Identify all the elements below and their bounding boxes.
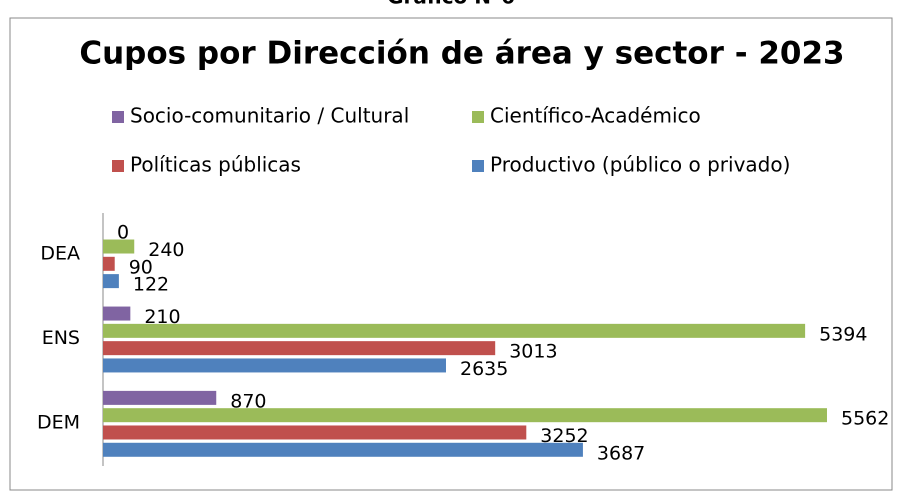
value-label: 0 xyxy=(117,222,129,244)
value-label: 3687 xyxy=(597,442,645,464)
chart-title: Cupos por Dirección de área y sector - 2… xyxy=(79,36,844,72)
legend-label: Científico-Académico xyxy=(490,104,701,128)
value-label: 90 xyxy=(129,256,153,278)
bar xyxy=(103,239,135,254)
legend-swatch xyxy=(472,111,484,123)
legend-swatch xyxy=(112,160,124,172)
bar xyxy=(103,306,131,321)
chart-frame xyxy=(9,17,893,491)
bar xyxy=(103,256,115,271)
value-label: 3013 xyxy=(509,341,557,363)
value-label: 5562 xyxy=(841,408,889,430)
bar xyxy=(103,341,496,356)
value-label: 5394 xyxy=(819,323,867,345)
bar xyxy=(103,442,583,457)
y-tick-label: DEM xyxy=(37,411,80,433)
bar xyxy=(103,425,527,440)
value-label: 210 xyxy=(144,306,180,328)
bar xyxy=(103,323,806,338)
value-label: 3252 xyxy=(540,425,588,447)
bar xyxy=(103,408,827,423)
value-label: 122 xyxy=(133,274,169,296)
y-tick-label: DEA xyxy=(40,243,80,265)
legend-swatch xyxy=(112,111,124,123)
value-label: 870 xyxy=(230,390,266,412)
legend-label: Socio-comunitario / Cultural xyxy=(130,104,409,128)
legend-swatch xyxy=(472,160,484,172)
value-label: 2635 xyxy=(460,358,508,380)
bar xyxy=(103,390,217,405)
bar xyxy=(103,274,119,289)
bar xyxy=(103,358,446,373)
chart-supertitle: Gráfico N°6 xyxy=(387,0,515,9)
legend-label: Políticas públicas xyxy=(130,153,301,177)
y-tick-label: ENS xyxy=(42,327,80,349)
legend-label: Productivo (público o privado) xyxy=(490,153,790,177)
value-label: 240 xyxy=(148,239,184,261)
